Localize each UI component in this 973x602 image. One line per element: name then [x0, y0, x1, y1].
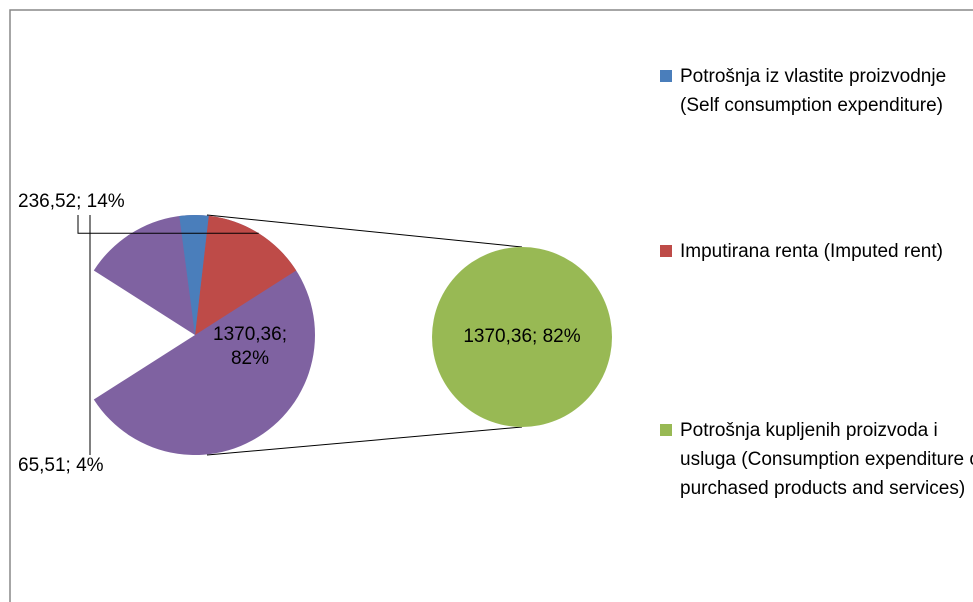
legend-item: Potrošnja kupljenih proizvoda i usluga (… [660, 416, 973, 503]
connector-line [206, 426, 523, 456]
legend-swatch [660, 424, 672, 436]
pie-slice [195, 215, 297, 335]
data-label: 1370,36; 82% [213, 324, 287, 369]
pie-slice [179, 214, 209, 335]
data-label: 65,51; 4% [18, 455, 104, 476]
legend-item: Potrošnja iz vlastite proizvodnje (Self … [660, 62, 973, 120]
legend-label: Potrošnja kupljenih proizvoda i usluga (… [680, 420, 973, 499]
leader-line [77, 215, 259, 234]
connector-line [206, 214, 523, 248]
legend-label: Imputirana renta (Imputed rent) [680, 241, 943, 262]
legend-swatch [660, 245, 672, 257]
legend-item: Imputirana renta (Imputed rent) [660, 237, 973, 266]
data-label: 1370,36; 82% [463, 326, 581, 347]
data-label: 236,52; 14% [18, 191, 125, 212]
pie-slice [432, 247, 612, 427]
chart-border [9, 9, 973, 602]
legend-label: Potrošnja iz vlastite proizvodnje (Self … [680, 66, 947, 116]
legend-swatch [660, 70, 672, 82]
